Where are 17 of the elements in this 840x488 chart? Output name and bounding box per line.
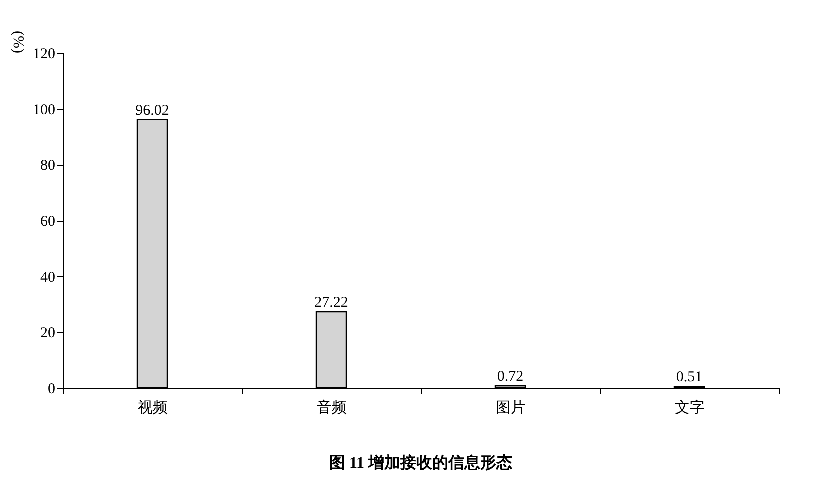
y-tick-label: 0 (48, 382, 56, 398)
y-tick-label: 100 (33, 102, 56, 118)
x-tick-label: 图片 (496, 400, 526, 416)
y-tick-label: 80 (40, 158, 56, 174)
data-label: 0.72 (497, 368, 524, 385)
y-tick-label: 60 (40, 214, 56, 230)
x-tick-label: 视频 (138, 400, 168, 416)
data-label: 27.22 (314, 295, 348, 312)
x-tick-label: 文字 (675, 400, 705, 416)
y-tick-label: 40 (40, 270, 56, 286)
y-axis-title: (%) (10, 31, 26, 54)
y-tick-label: 120 (33, 46, 56, 62)
x-tick-label: 音频 (317, 400, 347, 416)
data-label: 96.02 (136, 102, 170, 119)
y-tick-label: 20 (40, 326, 56, 342)
text: 图 11 增加接收的信息形态 (329, 454, 513, 472)
data-label: 0.51 (676, 370, 703, 386)
